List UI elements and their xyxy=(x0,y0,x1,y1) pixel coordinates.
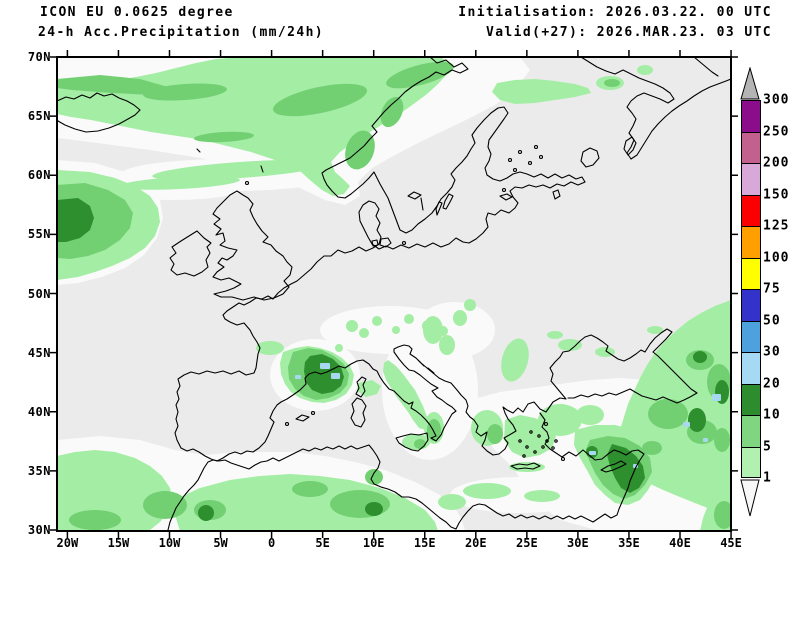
colorbar-label: 250 xyxy=(763,124,790,139)
colorbar-segment xyxy=(742,320,760,352)
lat-label: 45N xyxy=(27,345,51,360)
lon-label: 10E xyxy=(362,536,385,550)
colorbar-segment xyxy=(742,446,760,478)
init-time: Initialisation: 2026.03.22. 00 UTC xyxy=(458,5,772,20)
lat-label: 65N xyxy=(27,109,51,124)
axis-ticks xyxy=(50,50,738,538)
colorbar-label: 5 xyxy=(763,439,772,454)
lon-label: 0 xyxy=(267,536,276,550)
colorbar-segment xyxy=(742,415,760,447)
colorbar-segment xyxy=(742,100,760,132)
colorbar-under-arrow xyxy=(740,479,760,517)
colorbar-label: 200 xyxy=(763,155,790,171)
lon-label: 40E xyxy=(669,536,691,550)
colorbar-label: 125 xyxy=(763,218,790,234)
lon-label: 10W xyxy=(158,536,181,550)
colorbar-label: 10 xyxy=(763,407,781,423)
lon-label: 5W xyxy=(213,536,228,550)
colorbar-segment xyxy=(742,163,760,195)
colorbar xyxy=(741,100,761,478)
model-title: ICON EU 0.0625 degree xyxy=(40,5,234,20)
map-frame xyxy=(56,56,732,532)
coastlines xyxy=(57,57,731,531)
colorbar-label: 20 xyxy=(763,376,781,391)
product-title: 24-h Acc.Precipitation (mm/24h) xyxy=(38,25,325,40)
colorbar-segment xyxy=(742,383,760,415)
colorbar-over-arrow xyxy=(740,67,760,100)
colorbar-segment xyxy=(742,352,760,384)
lon-label: 45E xyxy=(720,536,742,550)
colorbar-segment xyxy=(742,131,760,163)
lon-label: 5E xyxy=(315,536,330,550)
lon-label: 15W xyxy=(107,536,130,550)
lat-label: 55N xyxy=(27,227,51,242)
colorbar-segment xyxy=(742,226,760,258)
colorbar-label: 150 xyxy=(763,187,790,202)
lat-label: 70N xyxy=(27,50,51,64)
colorbar-label: 1 xyxy=(763,470,772,486)
colorbar-label: 300 xyxy=(763,92,790,108)
lat-label: 40N xyxy=(27,404,51,419)
colorbar-segment xyxy=(742,194,760,226)
colorbar-label: 75 xyxy=(763,281,781,297)
precip-dark-shapes xyxy=(57,198,729,521)
valid-time: Valid(+27): 2026.MAR.23. 03 UTC xyxy=(485,25,772,40)
lon-label: 35E xyxy=(618,536,640,550)
lat-label: 50N xyxy=(27,286,51,301)
colorbar-label: 30 xyxy=(763,344,781,360)
colorbar-segment xyxy=(742,257,760,289)
lon-label: 30E xyxy=(567,536,589,550)
lon-label: 15E xyxy=(413,536,436,550)
lon-label: 20W xyxy=(56,536,79,550)
colorbar-label: 50 xyxy=(763,313,781,328)
lat-label: 60N xyxy=(27,168,51,183)
lat-label: 30N xyxy=(27,523,51,537)
lat-label: 35N xyxy=(27,463,51,478)
colorbar-segment xyxy=(742,289,760,321)
lon-label: 20E xyxy=(464,536,487,550)
colorbar-label: 100 xyxy=(763,250,790,265)
lon-label: 25E xyxy=(516,536,538,550)
precip-blue-shapes xyxy=(295,363,721,468)
